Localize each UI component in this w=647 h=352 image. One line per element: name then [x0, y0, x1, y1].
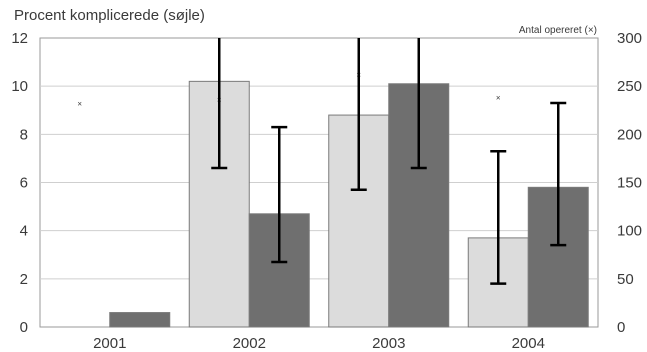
bar-series-2	[109, 312, 171, 328]
y2-tick-label: 50	[617, 271, 634, 288]
y2-tick-label: 150	[617, 175, 642, 192]
right-axis-ticks: 0 50 100 150 200 250 300	[617, 30, 642, 336]
x-category-label: 2004	[512, 335, 545, 352]
error-bars	[211, 38, 567, 285]
y-tick-label: 10	[11, 78, 28, 95]
y2-tick-label: 200	[617, 126, 642, 143]
x-category-label: 2003	[372, 335, 405, 352]
y-tick-label: 0	[20, 319, 28, 336]
x-category-label: 2002	[233, 335, 266, 352]
right-axis-label: Antal opereret (×)	[519, 25, 597, 36]
left-axis-ticks: 0 2 4 6 8 10 12	[11, 30, 28, 336]
y2-tick-label: 0	[617, 319, 625, 336]
y2-tick-label: 250	[617, 78, 642, 95]
y2-tick-label: 100	[617, 223, 642, 240]
y-tick-label: 12	[11, 30, 28, 47]
y-tick-label: 8	[20, 126, 28, 143]
operated-marker: ×	[77, 100, 82, 109]
category-labels: 2001 2002 2003 2004	[93, 335, 545, 352]
x-category-label: 2001	[93, 335, 126, 352]
chart-title: Procent komplicerede (søjle)	[14, 7, 205, 24]
y2-tick-label: 300	[617, 30, 642, 47]
y-tick-label: 6	[20, 175, 28, 192]
y-tick-label: 2	[20, 271, 28, 288]
operated-marker: ×	[496, 94, 501, 103]
y-tick-label: 4	[20, 223, 28, 240]
